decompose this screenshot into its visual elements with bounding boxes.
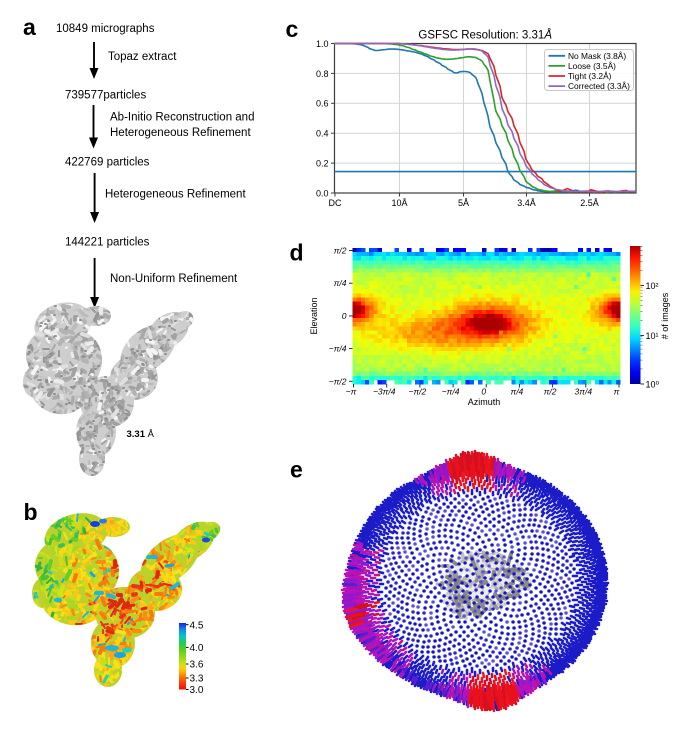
svg-text:Loose (3.5Å): Loose (3.5Å) xyxy=(568,61,616,71)
svg-text:422769 particles: 422769 particles xyxy=(65,156,150,168)
svg-text:π: π xyxy=(614,387,620,397)
svg-text:3.31 Å: 3.31 Å xyxy=(127,429,155,440)
svg-text:# of images: # of images xyxy=(660,292,670,339)
svg-text:0.8: 0.8 xyxy=(316,69,329,79)
svg-text:π/4: π/4 xyxy=(511,387,524,397)
svg-text:739577particles: 739577particles xyxy=(65,90,146,102)
svg-text:π/4: π/4 xyxy=(334,278,347,288)
svg-text:3.0: 3.0 xyxy=(190,685,204,696)
svg-text:Tight (3.2Å): Tight (3.2Å) xyxy=(568,71,612,81)
svg-text:0.2: 0.2 xyxy=(316,159,329,169)
svg-text:0: 0 xyxy=(481,387,486,397)
svg-text:0.6: 0.6 xyxy=(316,99,329,109)
svg-text:Heterogeneous Refinement: Heterogeneous Refinement xyxy=(110,127,251,139)
svg-text:b: b xyxy=(24,499,38,525)
svg-text:2.5Å: 2.5Å xyxy=(580,198,599,208)
svg-text:a: a xyxy=(23,14,36,40)
svg-text:10¹: 10¹ xyxy=(646,331,659,341)
svg-text:−π: −π xyxy=(346,387,357,397)
svg-text:4.5: 4.5 xyxy=(190,620,204,631)
svg-text:10Å: 10Å xyxy=(391,198,407,208)
svg-text:0.4: 0.4 xyxy=(316,129,329,139)
svg-text:3.6: 3.6 xyxy=(190,660,204,671)
svg-text:Topaz extract: Topaz extract xyxy=(108,51,177,63)
svg-text:3.3: 3.3 xyxy=(190,674,204,685)
svg-text:0: 0 xyxy=(342,311,347,321)
svg-text:Elevation: Elevation xyxy=(309,297,319,334)
svg-text:Non-Uniform Refinement: Non-Uniform Refinement xyxy=(110,273,238,285)
svg-text:−π/2: −π/2 xyxy=(409,387,427,397)
svg-text:10²: 10² xyxy=(646,281,659,291)
svg-text:e: e xyxy=(290,457,303,483)
svg-text:0.0: 0.0 xyxy=(316,188,329,198)
svg-text:−π/4: −π/4 xyxy=(442,387,460,397)
svg-text:−π/4: −π/4 xyxy=(329,344,347,354)
svg-text:Corrected (3.3Å): Corrected (3.3Å) xyxy=(568,81,630,91)
svg-text:−3π/4: −3π/4 xyxy=(373,387,396,397)
svg-text:No Mask (3.8Å): No Mask (3.8Å) xyxy=(568,51,626,61)
svg-text:d: d xyxy=(290,240,304,266)
svg-text:π/2: π/2 xyxy=(334,246,347,256)
svg-text:c: c xyxy=(286,16,299,42)
svg-text:10849 micrographs: 10849 micrographs xyxy=(56,23,155,35)
svg-text:4.0: 4.0 xyxy=(190,643,204,654)
svg-text:−π/2: −π/2 xyxy=(329,376,347,386)
svg-text:π/2: π/2 xyxy=(544,387,557,397)
svg-text:DC: DC xyxy=(329,198,342,208)
svg-text:10⁰: 10⁰ xyxy=(646,380,660,390)
svg-text:3π/4: 3π/4 xyxy=(575,387,593,397)
svg-text:Azimuth: Azimuth xyxy=(468,397,501,407)
svg-text:3.4Å: 3.4Å xyxy=(517,198,536,208)
svg-text:5Å: 5Å xyxy=(458,198,469,208)
svg-text:Ab-Initio Reconstruction and: Ab-Initio Reconstruction and xyxy=(110,112,254,124)
svg-text:144221 particles: 144221 particles xyxy=(65,236,150,248)
svg-text:Heterogeneous Refinement: Heterogeneous Refinement xyxy=(105,189,246,201)
svg-text:1.0: 1.0 xyxy=(316,39,329,49)
svg-text:GSFSC Resolution: 3.31Å: GSFSC Resolution: 3.31Å xyxy=(418,29,552,42)
